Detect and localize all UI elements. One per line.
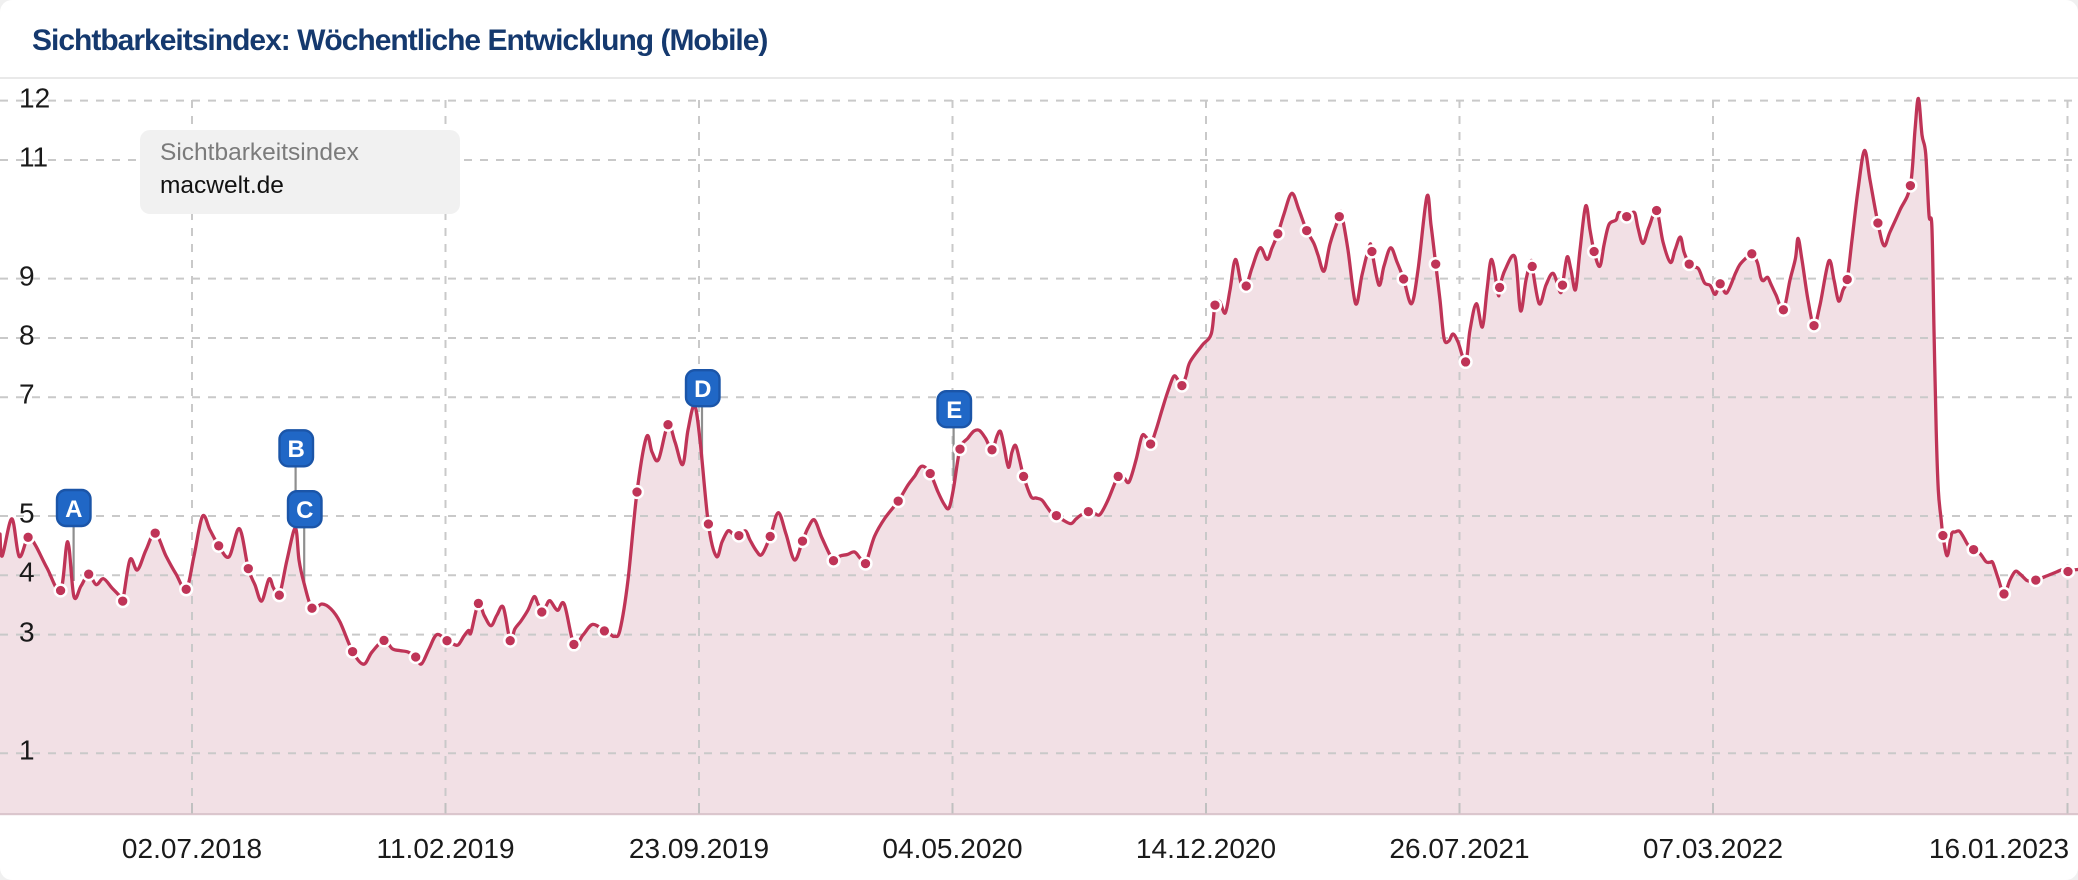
svg-text:D: D xyxy=(694,376,711,403)
svg-text:B: B xyxy=(288,436,305,463)
svg-text:C: C xyxy=(296,497,313,524)
svg-text:A: A xyxy=(65,496,82,523)
svg-text:E: E xyxy=(946,397,962,424)
